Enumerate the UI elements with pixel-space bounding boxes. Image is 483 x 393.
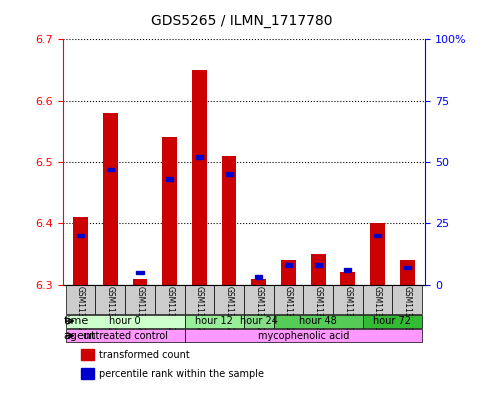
Text: time: time [63, 316, 89, 326]
FancyBboxPatch shape [214, 285, 244, 314]
Text: agent: agent [63, 331, 96, 341]
Text: GSM1133723: GSM1133723 [106, 286, 115, 337]
Bar [400, 260, 414, 285]
Text: percentile rank within the sample: percentile rank within the sample [99, 369, 264, 379]
Bar [107, 167, 114, 171]
Bar [77, 234, 84, 237]
Text: GSM1133725: GSM1133725 [165, 286, 174, 337]
FancyBboxPatch shape [392, 285, 422, 314]
Bar [255, 275, 262, 279]
Bar [314, 263, 322, 267]
Text: hour 12: hour 12 [195, 316, 233, 326]
FancyBboxPatch shape [273, 285, 303, 314]
FancyBboxPatch shape [185, 285, 214, 314]
FancyBboxPatch shape [244, 314, 273, 328]
Bar [251, 279, 266, 285]
Bar [192, 70, 207, 285]
Bar [344, 268, 352, 272]
Bar [132, 279, 147, 285]
Text: GSM1133730: GSM1133730 [313, 286, 323, 337]
Bar [81, 349, 94, 360]
Text: GSM1133731: GSM1133731 [343, 286, 352, 337]
Text: hour 24: hour 24 [240, 316, 278, 326]
Text: GSM1133726: GSM1133726 [195, 286, 204, 337]
Bar [103, 113, 118, 285]
FancyBboxPatch shape [185, 329, 422, 342]
Text: hour 72: hour 72 [373, 316, 412, 326]
Text: untreated control: untreated control [83, 331, 168, 341]
FancyBboxPatch shape [66, 314, 185, 328]
Bar [222, 156, 237, 285]
Text: GDS5265 / ILMN_1717780: GDS5265 / ILMN_1717780 [151, 13, 332, 28]
FancyBboxPatch shape [96, 285, 125, 314]
Text: GSM1133729: GSM1133729 [284, 286, 293, 337]
Bar [341, 272, 355, 285]
FancyBboxPatch shape [125, 285, 155, 314]
Bar [81, 368, 94, 379]
Text: GSM1133724: GSM1133724 [136, 286, 144, 337]
FancyBboxPatch shape [363, 285, 392, 314]
Bar [404, 266, 411, 269]
FancyBboxPatch shape [273, 314, 363, 328]
Text: GSM1133722: GSM1133722 [76, 286, 85, 337]
Text: hour 48: hour 48 [299, 316, 337, 326]
Text: transformed count: transformed count [99, 350, 190, 360]
Bar [370, 223, 385, 285]
Bar [285, 263, 292, 267]
FancyBboxPatch shape [333, 285, 363, 314]
Text: GSM1133728: GSM1133728 [254, 286, 263, 337]
FancyBboxPatch shape [155, 285, 185, 314]
FancyBboxPatch shape [244, 285, 273, 314]
FancyBboxPatch shape [66, 329, 185, 342]
Text: hour 0: hour 0 [109, 316, 141, 326]
Bar [311, 254, 326, 285]
Bar [166, 177, 173, 181]
Bar [374, 234, 381, 237]
Text: GSM1133727: GSM1133727 [225, 286, 234, 337]
Bar [226, 173, 233, 176]
FancyBboxPatch shape [363, 314, 422, 328]
FancyBboxPatch shape [66, 285, 96, 314]
Text: GSM1133733: GSM1133733 [403, 286, 412, 337]
Bar [196, 155, 203, 159]
Bar [136, 270, 143, 274]
Bar [73, 217, 88, 285]
Text: mycophenolic acid: mycophenolic acid [257, 331, 349, 341]
Bar [162, 138, 177, 285]
Text: GSM1133732: GSM1133732 [373, 286, 382, 337]
FancyBboxPatch shape [185, 314, 244, 328]
Bar [281, 260, 296, 285]
FancyBboxPatch shape [303, 285, 333, 314]
